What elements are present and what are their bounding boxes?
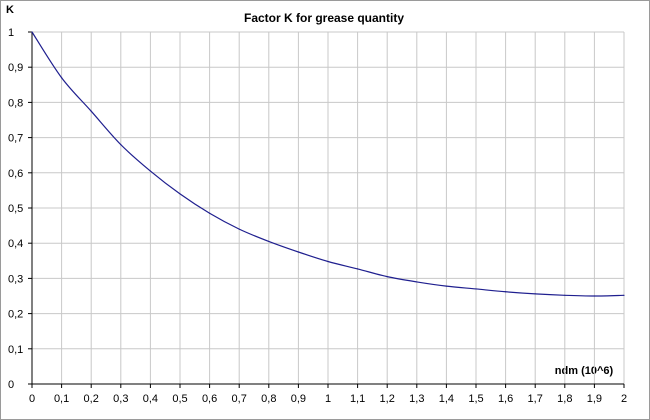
x-tick-label: 1,9 [587, 393, 602, 405]
data-point [179, 193, 181, 195]
x-tick-label: 1 [325, 393, 331, 405]
x-tick-label: 1,3 [409, 393, 424, 405]
x-tick-label: 0 [29, 393, 35, 405]
x-tick-label: 0,2 [84, 393, 99, 405]
x-tick-label: 1,7 [528, 393, 543, 405]
y-tick-label: 0,9 [8, 62, 23, 74]
data-point [475, 288, 477, 290]
y-tick-label: 0,3 [8, 273, 23, 285]
x-axis-title: ndm (10^6) [555, 365, 614, 377]
x-tick-label: 1,4 [439, 393, 454, 405]
y-tick-label: 0,4 [8, 238, 23, 250]
y-tick-label: 0,1 [8, 344, 23, 356]
data-point [90, 110, 92, 112]
y-tick-label: 0 [8, 379, 14, 391]
y-tick-label: 0,5 [8, 203, 23, 215]
x-tick-label: 1,5 [468, 393, 483, 405]
y-tick-label: 1 [8, 27, 14, 39]
x-tick-label: 0,7 [232, 393, 247, 405]
x-tick-label: 2 [621, 393, 627, 405]
x-tick-label: 1,1 [350, 393, 365, 405]
data-point [416, 281, 418, 283]
x-tick-label: 0,1 [54, 393, 69, 405]
data-point [327, 260, 329, 263]
data-point [386, 276, 388, 278]
x-tick-label: 0,8 [261, 393, 276, 405]
data-point [564, 294, 566, 296]
x-tick-label: 1,8 [557, 393, 572, 405]
x-tick-label: 0,3 [113, 393, 128, 405]
data-point [593, 295, 596, 297]
x-tick-label: 0,6 [202, 393, 217, 405]
data-point [534, 293, 536, 295]
data-point [445, 285, 447, 287]
x-tick-label: 0,9 [291, 393, 306, 405]
data-point [268, 240, 270, 243]
y-tick-label: 0,7 [8, 133, 23, 145]
data-point [149, 170, 151, 172]
y-tick-label: 0,2 [8, 309, 23, 321]
axes [28, 31, 625, 388]
data-point [357, 268, 359, 270]
series-layer [31, 31, 625, 297]
y-axis-title: K [6, 4, 14, 16]
tick-labels: 0 0,1 0,2 0,3 0,4 0,5 0,6 0,7 0,8 0,9 1 1,1 1,2 1,3 1,… [8, 27, 627, 405]
data-point [297, 251, 299, 253]
y-tick-label: 0,8 [8, 97, 23, 109]
data-point [238, 228, 240, 230]
data-point [61, 77, 63, 79]
data-point [623, 294, 625, 296]
chart-title: Factor K for grease quantity [244, 11, 404, 25]
grid [31, 31, 625, 385]
data-point [209, 212, 211, 214]
y-tick-label: 0,6 [8, 168, 23, 180]
x-tick-label: 1,2 [380, 393, 395, 405]
x-tick-label: 0,4 [143, 393, 158, 405]
data-point [120, 144, 122, 146]
x-tick-label: 0,5 [172, 393, 187, 405]
x-tick-label: 1,6 [498, 393, 513, 405]
data-point [31, 31, 33, 33]
data-point [505, 291, 507, 293]
